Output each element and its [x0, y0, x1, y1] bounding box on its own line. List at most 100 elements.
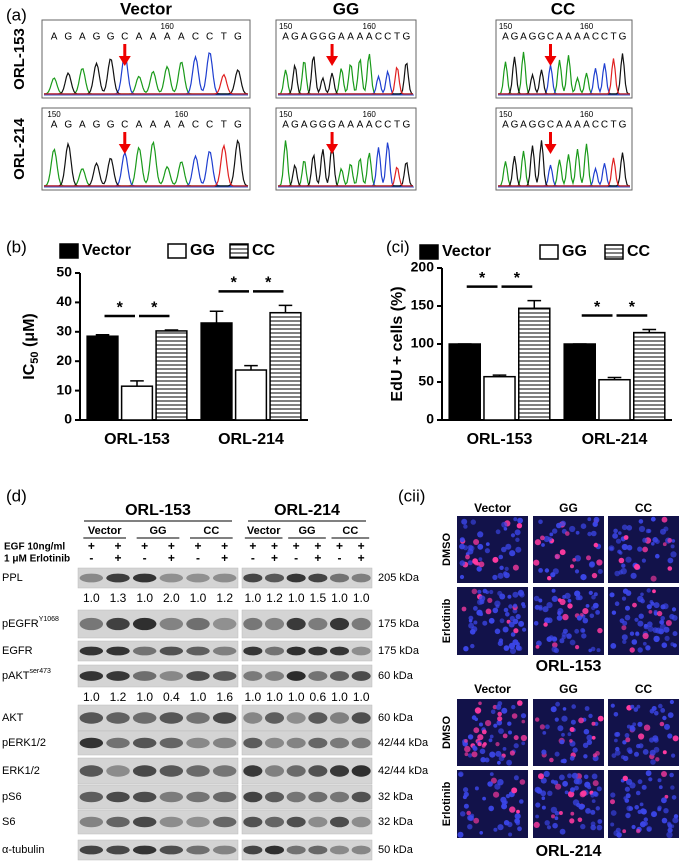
band-ratio: 0.6	[309, 690, 326, 704]
cell-nucleus	[554, 811, 560, 816]
cell-nucleus	[635, 631, 640, 636]
cell-nucleus	[467, 560, 473, 566]
base-letter: A	[357, 32, 364, 43]
cell-nucleus	[546, 636, 553, 642]
cell-nucleus	[595, 610, 600, 615]
cell-nucleus	[591, 530, 597, 537]
molecular-weight: 205 kDa	[378, 572, 420, 584]
blot-band	[308, 845, 328, 855]
cell-nucleus	[564, 790, 569, 795]
cell-nucleus	[557, 725, 564, 732]
blot-strip	[77, 567, 239, 589]
cell-nucleus	[642, 537, 648, 543]
blot-band	[264, 737, 285, 749]
cell-nucleus	[468, 815, 474, 821]
x-tick-label: ORL-214	[218, 431, 284, 448]
y-tick-label: 20	[56, 352, 72, 368]
cell-nucleus	[535, 645, 540, 649]
cell-nucleus	[496, 719, 503, 726]
cell-nucleus	[506, 759, 512, 766]
cell-nucleus	[559, 774, 565, 781]
cell-nucleus	[655, 539, 660, 544]
cell-nucleus	[671, 607, 677, 612]
band-ratio: 1.0	[136, 690, 153, 704]
cell-nucleus	[464, 739, 468, 743]
cell-nucleus	[467, 753, 473, 758]
blot-band	[286, 573, 306, 583]
error-bar	[492, 374, 507, 377]
cell-nucleus	[463, 803, 469, 809]
base-letter: C	[206, 120, 213, 131]
cell-nucleus	[585, 808, 591, 814]
y-tick-label: 100	[411, 335, 435, 351]
band-ratio: 1.2	[266, 591, 283, 605]
cell-nucleus	[574, 555, 581, 562]
cell-nucleus	[641, 784, 647, 790]
cell-nucleus	[667, 712, 674, 718]
base-letter: A	[282, 120, 289, 131]
blot-band	[186, 845, 210, 855]
error-bar	[278, 304, 293, 313]
bar	[120, 385, 154, 421]
base-letter: A	[347, 32, 354, 43]
cell-nucleus	[624, 798, 630, 803]
error-bar	[607, 376, 622, 380]
base-letter: A	[178, 32, 185, 43]
cell-nucleus	[561, 715, 568, 722]
cell-nucleus	[519, 799, 524, 804]
blot-name: α-tubulin	[2, 844, 44, 856]
group-label: GG	[298, 525, 315, 537]
cell-nucleus	[492, 556, 499, 563]
cell-nucleus	[670, 551, 677, 558]
cell-nucleus	[497, 572, 504, 579]
blot-band	[329, 816, 350, 828]
blot-strip	[77, 839, 239, 861]
cell-nucleus	[547, 576, 552, 581]
blot-band	[329, 712, 350, 724]
blot-band	[351, 816, 371, 828]
cell-nucleus	[618, 531, 622, 535]
cell-nucleus	[504, 800, 508, 805]
blot-band	[264, 712, 285, 724]
cell-nucleus	[590, 646, 596, 652]
base-letter: C	[121, 120, 128, 131]
blot-band	[351, 573, 371, 583]
cell-nucleus	[614, 749, 621, 756]
base-letter: G	[93, 120, 101, 131]
cell-nucleus	[562, 613, 569, 621]
cell-nucleus	[586, 555, 591, 561]
cell-nucleus	[508, 832, 513, 837]
cell-nucleus	[669, 772, 674, 778]
cell-nucleus	[539, 724, 546, 730]
cell-nucleus	[649, 600, 654, 604]
base-letter: A	[502, 120, 509, 131]
blot-band	[186, 712, 210, 724]
cell-nucleus	[663, 526, 669, 532]
blot-band	[286, 646, 306, 656]
base-letter: C	[121, 32, 128, 43]
cell-nucleus	[477, 742, 482, 747]
cell-nucleus	[613, 528, 618, 534]
base-letter: A	[338, 120, 345, 131]
blot-band	[106, 671, 130, 681]
blot-strip	[241, 640, 373, 662]
cell-nucleus	[671, 795, 677, 800]
cell-nucleus	[655, 553, 660, 559]
blot-label: ERK1/2	[2, 765, 40, 777]
cell-nucleus	[671, 753, 676, 758]
cell-nucleus	[569, 525, 576, 533]
cell-nucleus	[667, 538, 673, 543]
cell-nucleus	[542, 606, 549, 613]
cell-nucleus	[654, 710, 659, 716]
cell-nucleus	[554, 553, 561, 560]
cell-nucleus	[634, 805, 639, 810]
blot-band	[212, 646, 237, 656]
cell-nucleus	[626, 747, 633, 753]
cell-nucleus	[552, 528, 558, 534]
cell-nucleus	[495, 704, 502, 710]
cell-nucleus	[645, 528, 651, 534]
blot-band	[79, 646, 104, 656]
cell-nucleus	[513, 743, 519, 749]
blot-band	[186, 573, 210, 583]
blot-label: EGFR	[2, 645, 33, 657]
